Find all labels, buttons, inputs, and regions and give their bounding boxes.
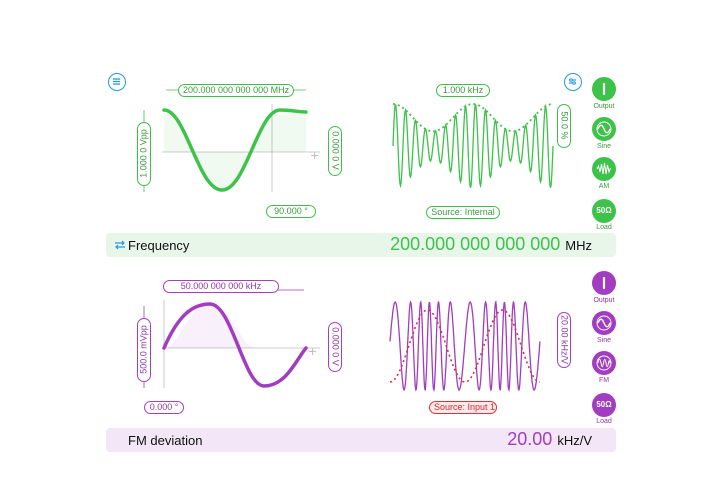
bar-label: Frequency xyxy=(128,238,190,253)
sine-button[interactable] xyxy=(592,117,616,141)
load-label-bottom: Load xyxy=(596,418,612,425)
phase-pill-bottom[interactable]: 0.000 ° xyxy=(144,401,184,414)
am-label: AM xyxy=(598,183,610,190)
fm-button[interactable] xyxy=(592,351,616,375)
frequency-pill[interactable]: 200.000 000 000 000 MHz xyxy=(178,84,294,97)
swap-arrows-icon[interactable] xyxy=(114,240,126,250)
output-label-bottom: Output xyxy=(593,297,615,304)
fm-deviation-bar[interactable]: FM deviation 20.00 kHz/V xyxy=(106,428,616,452)
sine-button-bottom[interactable] xyxy=(592,311,616,335)
bar-label: FM deviation xyxy=(128,433,203,448)
am-button[interactable] xyxy=(592,157,616,181)
svg-text:+: + xyxy=(310,149,319,162)
mod-depth-pill[interactable]: 50.0 % xyxy=(557,104,571,148)
menu-icon[interactable] xyxy=(108,73,126,91)
sine-label-bottom: Sine xyxy=(596,337,611,344)
amplitude-pill-bottom[interactable]: 500.0 mVpp xyxy=(137,318,151,382)
frequency-pill-bottom[interactable]: 50.000 000 000 kHz xyxy=(163,280,279,293)
svg-text:+: + xyxy=(308,345,317,358)
load-label: Load xyxy=(596,224,612,231)
sine-label: Sine xyxy=(596,143,611,150)
load-button[interactable]: 50Ω xyxy=(592,199,616,223)
offset-pill[interactable]: 0.000 0 V xyxy=(328,126,342,176)
swap-settings-icon[interactable] xyxy=(564,73,582,91)
fm-modulation-waveform[interactable] xyxy=(388,286,558,406)
load-icon: 50Ω xyxy=(596,206,612,215)
offset-pill-bottom[interactable]: 0.000 0 V xyxy=(328,322,342,372)
deviation-pill[interactable]: 20.00 kHz/V xyxy=(557,312,571,368)
output-button-bottom[interactable] xyxy=(592,271,616,295)
load-icon: 50Ω xyxy=(596,400,612,409)
carrier-waveform-bottom[interactable]: + xyxy=(140,276,340,416)
fm-label: FM xyxy=(598,377,610,384)
output-label: Output xyxy=(593,103,615,110)
am-modulation-waveform[interactable] xyxy=(388,86,558,206)
mod-frequency-pill[interactable]: 1.000 kHz xyxy=(436,84,490,97)
load-button-bottom[interactable]: 50Ω xyxy=(592,393,616,417)
output-button[interactable] xyxy=(592,77,616,101)
phase-pill[interactable]: 90.000 ° xyxy=(266,205,316,218)
amplitude-pill[interactable]: 1.000 0 Vpp xyxy=(137,122,151,186)
source-pill[interactable]: Source: Internal xyxy=(426,206,500,219)
bar-value: 20.00 kHz/V xyxy=(507,429,592,449)
frequency-bar[interactable]: Frequency 200.000 000 000 000 MHz xyxy=(106,233,616,257)
source-pill-bottom[interactable]: Source: Input 1 xyxy=(429,401,497,414)
bar-value: 200.000 000 000 000 MHz xyxy=(390,234,592,254)
carrier-waveform-top[interactable]: + xyxy=(140,80,340,220)
